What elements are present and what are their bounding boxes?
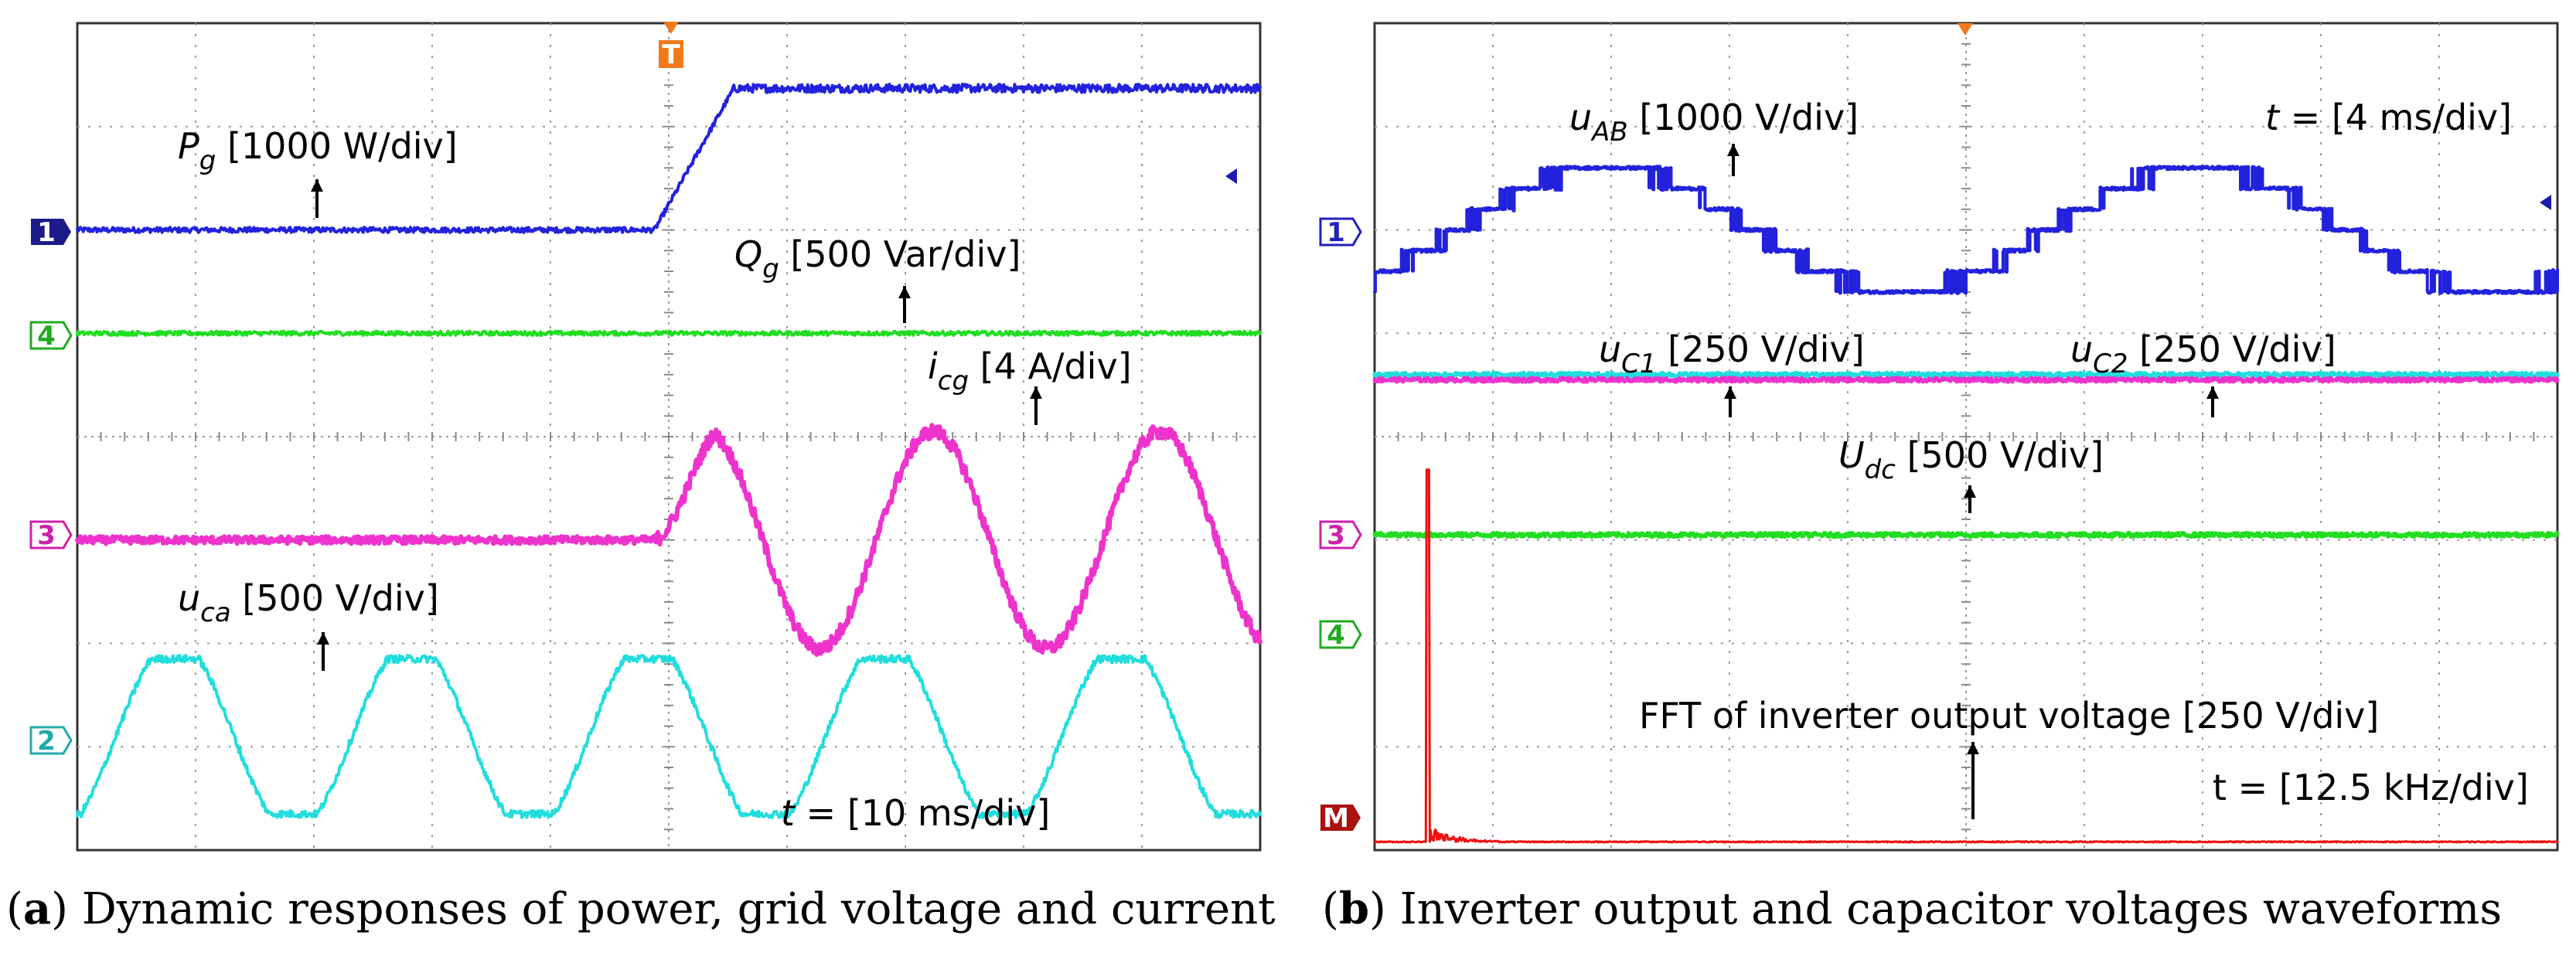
trace-uC2 [1372, 376, 2560, 384]
trace-uAB [1373, 165, 2559, 295]
ch1-level-pointer [1225, 168, 1237, 184]
caption-b: (b) Inverter output and capacitor voltag… [1322, 883, 2502, 934]
icg-sub: cg [938, 366, 969, 396]
uc2-scale: [250 V/div] [2128, 328, 2336, 370]
annotation-uca: uca [500 V/div] [178, 577, 439, 671]
qg-sub: g [762, 253, 779, 284]
b-channel-marker-m-label: M [1323, 803, 1349, 834]
panel-a-traces [75, 83, 1262, 819]
uca-sub: ca [200, 597, 231, 628]
pg-sub: g [199, 145, 216, 176]
trace-Qg [76, 329, 1262, 337]
b-channel-marker-3-label: 3 [1327, 520, 1345, 551]
panel-b-traces [1372, 165, 2560, 844]
trace-Udc [1372, 530, 2560, 539]
b-channel-marker-1: 1 [1319, 217, 1362, 248]
channel-marker-4-label: 4 [37, 321, 56, 352]
uab-var: u [1569, 97, 1592, 138]
channel-marker-1: 1 [31, 217, 71, 248]
annotation-uab: uAB [1000 V/div] [1569, 97, 1859, 176]
icg-scale: [4 A/div] [969, 345, 1132, 387]
svg-text:Udc [500 V/div]: Udc [500 V/div] [1838, 434, 2104, 485]
channel-marker-2: 2 [29, 726, 73, 757]
trigger-marker: T [659, 22, 683, 70]
svg-text:uAB [1000 V/div]: uAB [1000 V/div] [1569, 97, 1859, 148]
trace-FFT [1373, 468, 2559, 844]
caption-b-text: Inverter output and capacitor voltages w… [1400, 884, 2502, 934]
svg-text:Pg [1000 W/div]: Pg [1000 W/div] [178, 125, 458, 176]
annotation-uc1: uC1 [250 V/div] [1599, 328, 1865, 417]
trigger-marker-label: T [662, 39, 680, 70]
trace-icg [75, 423, 1262, 657]
qg-scale: [500 Var/div] [779, 233, 1021, 275]
svg-text:Qg [500 Var/div]: Qg [500 Var/div] [734, 233, 1021, 284]
udc-scale: [500 V/div] [1896, 434, 2104, 476]
panel-a-time-scale: t = [10 ms/div] [781, 792, 1050, 834]
pg-scale: [1000 W/div] [216, 125, 457, 167]
annotation-qg: Qg [500 Var/div] [734, 233, 1021, 323]
uca-var: u [178, 577, 200, 619]
svg-text:uC2 [250 V/div]: uC2 [250 V/div] [2070, 328, 2336, 379]
b-channel-marker-3: 3 [1319, 520, 1362, 551]
uca-scale: [500 V/div] [231, 577, 439, 619]
svg-text:icg [4 A/div]: icg [4 A/div] [928, 345, 1132, 396]
panel-a-time-value: = [10 ms/div] [795, 792, 1050, 834]
trace-uC1 [1372, 370, 2560, 379]
caption-a-text: Dynamic responses of power, grid voltage… [82, 884, 1276, 934]
channel-marker-3-label: 3 [37, 520, 56, 551]
annotation-pg: Pg [1000 W/div] [178, 125, 458, 218]
uc2-var: u [2070, 328, 2093, 370]
caption-a-label: a [23, 883, 51, 934]
channel-marker-4: 4 [29, 321, 73, 352]
b-channel-marker-1-label: 1 [1327, 217, 1345, 248]
caption-b-label: b [1339, 883, 1369, 934]
svg-text:uC1 [250 V/div]: uC1 [250 V/div] [1599, 328, 1865, 379]
channel-marker-1-label: 1 [37, 217, 56, 248]
svg-text:uca [500 V/div]: uca [500 V/div] [178, 577, 439, 628]
annotation-fft: FFT of inverter output voltage [250 V/di… [1639, 695, 2379, 819]
b-channel-marker-4: 4 [1319, 620, 1362, 651]
annotation-uc2: uC2 [250 V/div] [2070, 328, 2336, 417]
panel-b-time-scale: t = [4 ms/div] [2265, 97, 2512, 138]
qg-var: Q [734, 233, 762, 275]
panel-b-oscilloscope: 1 3 4 M uAB [1000 V/div] t = [4 ms/div] … [1319, 22, 2560, 934]
pg-var: P [178, 125, 199, 167]
panel-a-time-var: t [781, 792, 796, 834]
b-channel-marker-m: M [1320, 803, 1361, 834]
uc2-sub: C2 [2093, 349, 2128, 379]
udc-var: U [1838, 434, 1865, 476]
b-channel-marker-4-label: 4 [1327, 620, 1345, 651]
panel-b-fft-scale: t = [12.5 kHz/div] [2213, 767, 2529, 808]
uab-scale: [1000 V/div] [1628, 97, 1859, 138]
annotation-icg: icg [4 A/div] [928, 345, 1132, 425]
channel-marker-2-label: 2 [37, 726, 56, 757]
udc-sub: dc [1865, 454, 1896, 485]
channel-marker-3: 3 [29, 520, 73, 551]
trace-uca [76, 653, 1262, 819]
panel-b-level-pointer [2540, 195, 2551, 210]
annotation-udc: Udc [500 V/div] [1838, 434, 2104, 513]
icg-var: i [928, 345, 938, 387]
panel-b-time-var: t [2265, 97, 2281, 138]
panel-b-trigger-pointer [1958, 23, 1973, 36]
uab-sub: AB [1590, 117, 1628, 148]
uc1-sub: C1 [1621, 349, 1656, 379]
fft-label: FFT of inverter output voltage [250 V/di… [1639, 695, 2379, 737]
trace-Pg [76, 83, 1262, 234]
panel-a-oscilloscope: T 1 4 3 2 Pg [1000 W/div] Qg [500 Var/di [6, 22, 1276, 934]
uc1-scale: [250 V/div] [1657, 328, 1865, 370]
panel-b-time-value: = [4 ms/div] [2279, 97, 2512, 138]
uc1-var: u [1599, 328, 1621, 370]
caption-a: (a) Dynamic responses of power, grid vol… [6, 883, 1276, 934]
